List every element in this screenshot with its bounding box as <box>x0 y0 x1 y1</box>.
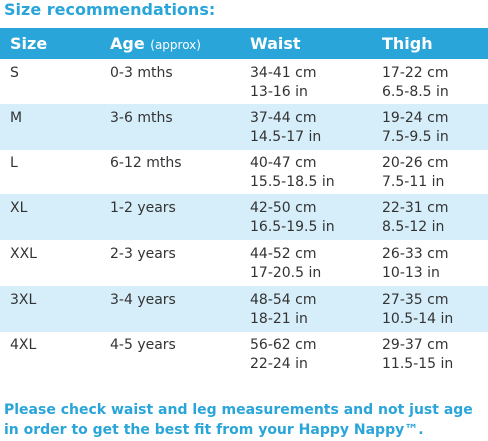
waist-line: 56-62 cm <box>250 337 317 353</box>
header-cell: Age (approx) <box>110 34 201 53</box>
table-row: M 3-6 mths 37-44 cm 14.5-17 in 19-24 cm 7.5-9… <box>0 104 488 150</box>
thigh-line: 22-31 cm <box>382 200 449 216</box>
age-cell: 3-4 years <box>110 292 176 308</box>
thigh-line: 8.5-12 in <box>382 219 445 235</box>
thigh-line: 19-24 cm <box>382 110 449 126</box>
age-cell: 4-5 years <box>110 337 176 353</box>
thigh-line: 26-33 cm <box>382 246 449 262</box>
thigh-line: 7.5-11 in <box>382 174 445 190</box>
waist-cell: 56-62 cm 22-24 in <box>250 336 316 374</box>
thigh-cell: 27-35 cm 10.5-14 in <box>382 291 453 329</box>
thigh-line: 27-35 cm <box>382 292 449 308</box>
waist-cell: 40-47 cm 15.5-18.5 in <box>250 154 335 192</box>
table-row: XXL 2-3 years 44-52 cm 17-20.5 in 26-33 cm 10… <box>0 240 488 286</box>
table-row: 4XL 4-5 years 56-62 cm 22-24 in 29-37 cm 11.5… <box>0 331 488 377</box>
footnote-line: Please check waist and leg measurements … <box>4 402 473 418</box>
thigh-line: 17-22 cm <box>382 65 449 81</box>
waist-line: 48-54 cm <box>250 292 317 308</box>
footnote: Please check waist and leg measurements … <box>4 400 473 440</box>
waist-cell: 37-44 cm 14.5-17 in <box>250 109 321 147</box>
table-row: XL 1-2 years 42-50 cm 16.5-19.5 in 22-31 cm 8… <box>0 194 488 240</box>
title: Size recommendations: <box>4 0 216 19</box>
age-cell: 0-3 mths <box>110 65 173 81</box>
thigh-line: 6.5-8.5 in <box>382 84 449 100</box>
thigh-cell: 19-24 cm 7.5-9.5 in <box>382 109 449 147</box>
header-cell: Size <box>10 34 48 53</box>
age-cell: 3-6 mths <box>110 110 173 126</box>
table-row: L 6-12 mths 40-47 cm 15.5-18.5 in 20-26 cm 7.… <box>0 149 488 195</box>
waist-line: 34-41 cm <box>250 65 317 81</box>
waist-cell: 48-54 cm 18-21 in <box>250 291 316 329</box>
waist-line: 18-21 in <box>250 311 308 327</box>
thigh-cell: 17-22 cm 6.5-8.5 in <box>382 64 449 102</box>
size-cell: M <box>10 110 23 126</box>
size-cell: XL <box>10 200 28 216</box>
size-cell: L <box>10 155 18 171</box>
waist-line: 16.5-19.5 in <box>250 219 335 235</box>
thigh-line: 7.5-9.5 in <box>382 129 449 145</box>
table-header: Size Age (approx) Waist Thigh <box>0 28 488 59</box>
waist-cell: 42-50 cm 16.5-19.5 in <box>250 199 335 237</box>
header-cell: Thigh <box>382 34 433 53</box>
thigh-line: 10-13 in <box>382 265 440 281</box>
waist-cell: 44-52 cm 17-20.5 in <box>250 245 321 283</box>
waist-line: 22-24 in <box>250 356 308 372</box>
header-text: Age <box>110 34 145 53</box>
size-cell: 4XL <box>10 337 37 353</box>
thigh-cell: 29-37 cm 11.5-15 in <box>382 336 453 374</box>
waist-cell: 34-41 cm 13-16 in <box>250 64 316 102</box>
waist-line: 40-47 cm <box>250 155 317 171</box>
table-row: 3XL 3-4 years 48-54 cm 18-21 in 27-35 cm 10.5… <box>0 286 488 332</box>
age-cell: 2-3 years <box>110 246 176 262</box>
size-cell: S <box>10 65 19 81</box>
waist-line: 14.5-17 in <box>250 129 322 145</box>
thigh-cell: 20-26 cm 7.5-11 in <box>382 154 448 192</box>
size-cell: XXL <box>10 246 37 262</box>
header-note: (approx) <box>150 38 201 52</box>
header-cell: Waist <box>250 34 301 53</box>
waist-line: 44-52 cm <box>250 246 317 262</box>
waist-line: 15.5-18.5 in <box>250 174 335 190</box>
age-cell: 1-2 years <box>110 200 176 216</box>
waist-line: 42-50 cm <box>250 200 317 216</box>
table-row: S 0-3 mths 34-41 cm 13-16 in 17-22 cm 6.5-8.5… <box>0 59 488 105</box>
waist-line: 37-44 cm <box>250 110 317 126</box>
waist-line: 17-20.5 in <box>250 265 322 281</box>
age-cell: 6-12 mths <box>110 155 182 171</box>
size-cell: 3XL <box>10 292 37 308</box>
thigh-line: 10.5-14 in <box>382 311 454 327</box>
waist-line: 13-16 in <box>250 84 308 100</box>
thigh-line: 20-26 cm <box>382 155 449 171</box>
thigh-line: 11.5-15 in <box>382 356 454 372</box>
thigh-cell: 26-33 cm 10-13 in <box>382 245 448 283</box>
thigh-line: 29-37 cm <box>382 337 449 353</box>
footnote-line: in order to get the best fit from your H… <box>4 422 424 438</box>
thigh-cell: 22-31 cm 8.5-12 in <box>382 199 448 237</box>
